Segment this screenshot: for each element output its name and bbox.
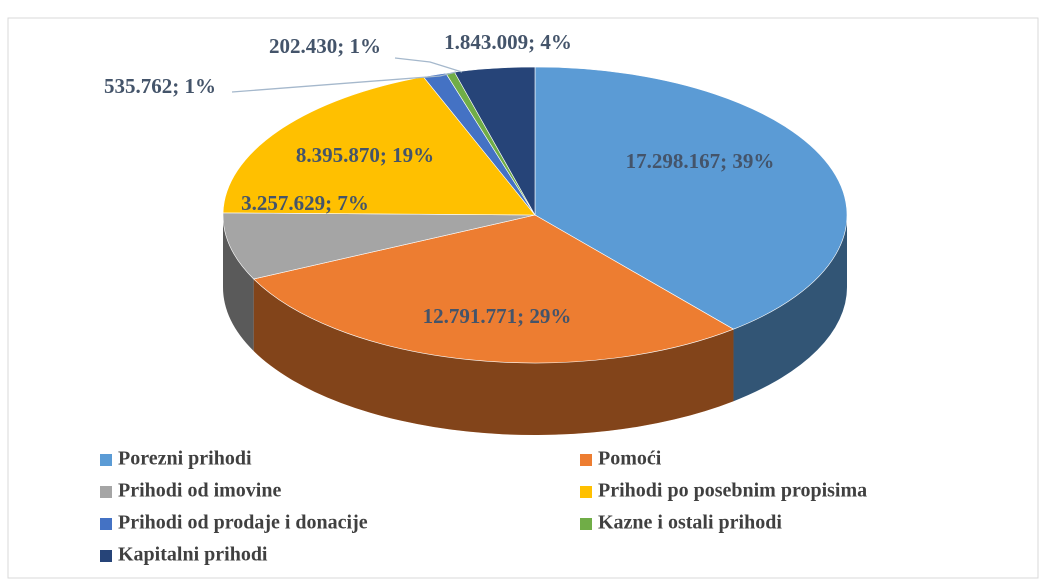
legend-label: Prihodi od imovine	[118, 480, 281, 502]
data-label: 535.762; 1%	[104, 74, 216, 98]
legend-label: Pomoći	[598, 448, 662, 470]
slice	[534, 66, 848, 330]
slice	[222, 76, 536, 216]
legend-swatch	[100, 454, 112, 466]
legend-label: Kazne i ostali prihodi	[598, 512, 782, 534]
leader-line	[394, 57, 463, 73]
data-label: 3.257.629; 7%	[241, 191, 369, 215]
slice-side	[253, 278, 734, 435]
slice-side	[223, 215, 254, 351]
legend-swatch	[580, 518, 592, 530]
slice-side-shade	[223, 215, 254, 351]
slice-side-shade	[253, 278, 734, 435]
legend-label: Porezni prihodi	[118, 448, 252, 470]
legend-label: Prihodi od prodaje i donacije	[118, 512, 368, 534]
data-label: 1.843.009; 4%	[444, 30, 572, 54]
legend-swatch	[100, 550, 112, 562]
leader-line	[231, 71, 457, 93]
data-label: 8.395.870; 19%	[296, 143, 434, 167]
legend-label: Prihodi po posebnim propisima	[598, 480, 867, 502]
data-label: 12.791.771; 29%	[423, 304, 572, 328]
legend-swatch	[100, 518, 112, 530]
legend-swatch	[100, 486, 112, 498]
slice-side	[733, 215, 847, 402]
legend-swatch	[580, 454, 592, 466]
legend-swatch	[580, 486, 592, 498]
data-label: 202.430; 1%	[269, 34, 381, 58]
slice	[222, 212, 536, 280]
legend-label: Kapitalni prihodi	[118, 544, 268, 566]
slice-side-shade	[733, 215, 847, 402]
data-label: 17.298.167; 39%	[626, 149, 775, 173]
